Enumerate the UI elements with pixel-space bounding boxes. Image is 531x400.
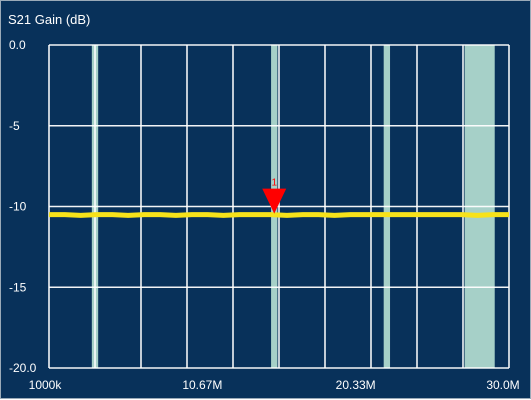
- grid-lines: [49, 45, 509, 368]
- x-tick-labels: 1000k 10.67M 20.33M 30.0M: [29, 378, 520, 392]
- gain-trace: [49, 215, 509, 216]
- y-tick-label: 0.0: [9, 38, 26, 52]
- x-tick-label: 30.0M: [486, 378, 519, 392]
- trace-layer: [49, 214, 509, 215]
- marker-label: 1: [271, 178, 277, 189]
- x-tick-label: 20.33M: [336, 378, 376, 392]
- chart-title: S21 Gain (dB): [8, 12, 90, 27]
- marker-layer: 1: [262, 178, 286, 214]
- x-tick-label: 1000k: [29, 378, 63, 392]
- x-tick-label: 10.67M: [182, 378, 222, 392]
- y-tick-labels: 0.0 -5 -10 -15 -20.0: [9, 38, 37, 375]
- y-tick-label: -10: [9, 200, 27, 214]
- y-tick-label: -5: [9, 119, 20, 133]
- y-tick-label: -20.0: [9, 361, 37, 375]
- marker-triangle: [262, 189, 286, 214]
- y-tick-label: -15: [9, 280, 27, 294]
